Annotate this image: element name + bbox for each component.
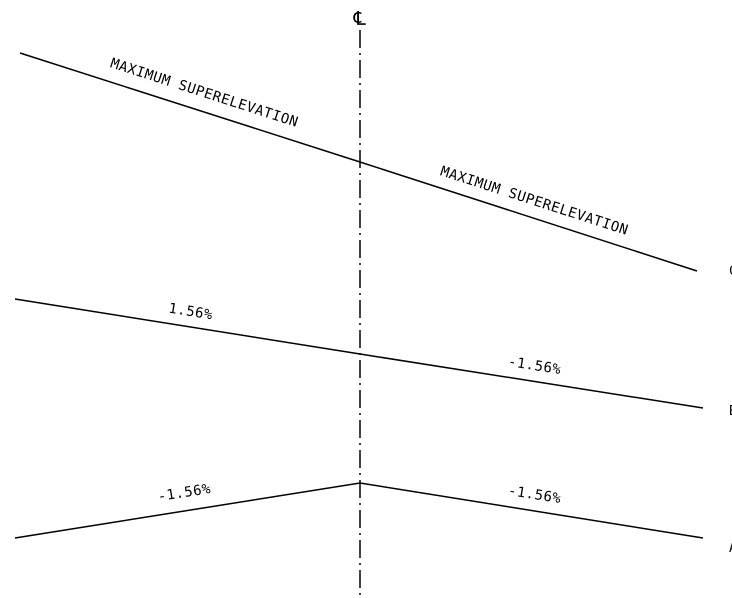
profile-c-line [19, 52, 698, 272]
profile-b-line [14, 298, 704, 409]
profile-b-left-label: 1.56% [167, 301, 214, 324]
profile-a: -1.56% -1.56% A [14, 481, 732, 556]
profile-b-edge-label: B [729, 404, 732, 419]
profile-c-edge-label: C [729, 264, 732, 279]
profile-a-right-label: -1.56% [507, 483, 562, 507]
profile-a-line [14, 482, 704, 539]
profile-c: MAXIMUM SUPERELEVATION MAXIMUM SUPERELEV… [19, 52, 732, 279]
profile-b-right-label: -1.56% [507, 354, 562, 378]
profile-c-left-label: MAXIMUM SUPERELEVATION [108, 56, 300, 131]
profile-b: 1.56% -1.56% B [14, 298, 732, 419]
profile-c-right-label: MAXIMUM SUPERELEVATION [438, 164, 630, 239]
centerline-symbol: ℄ [353, 8, 367, 30]
profile-a-left-label: -1.56% [157, 481, 212, 505]
profile-a-edge-label: A [729, 541, 732, 556]
